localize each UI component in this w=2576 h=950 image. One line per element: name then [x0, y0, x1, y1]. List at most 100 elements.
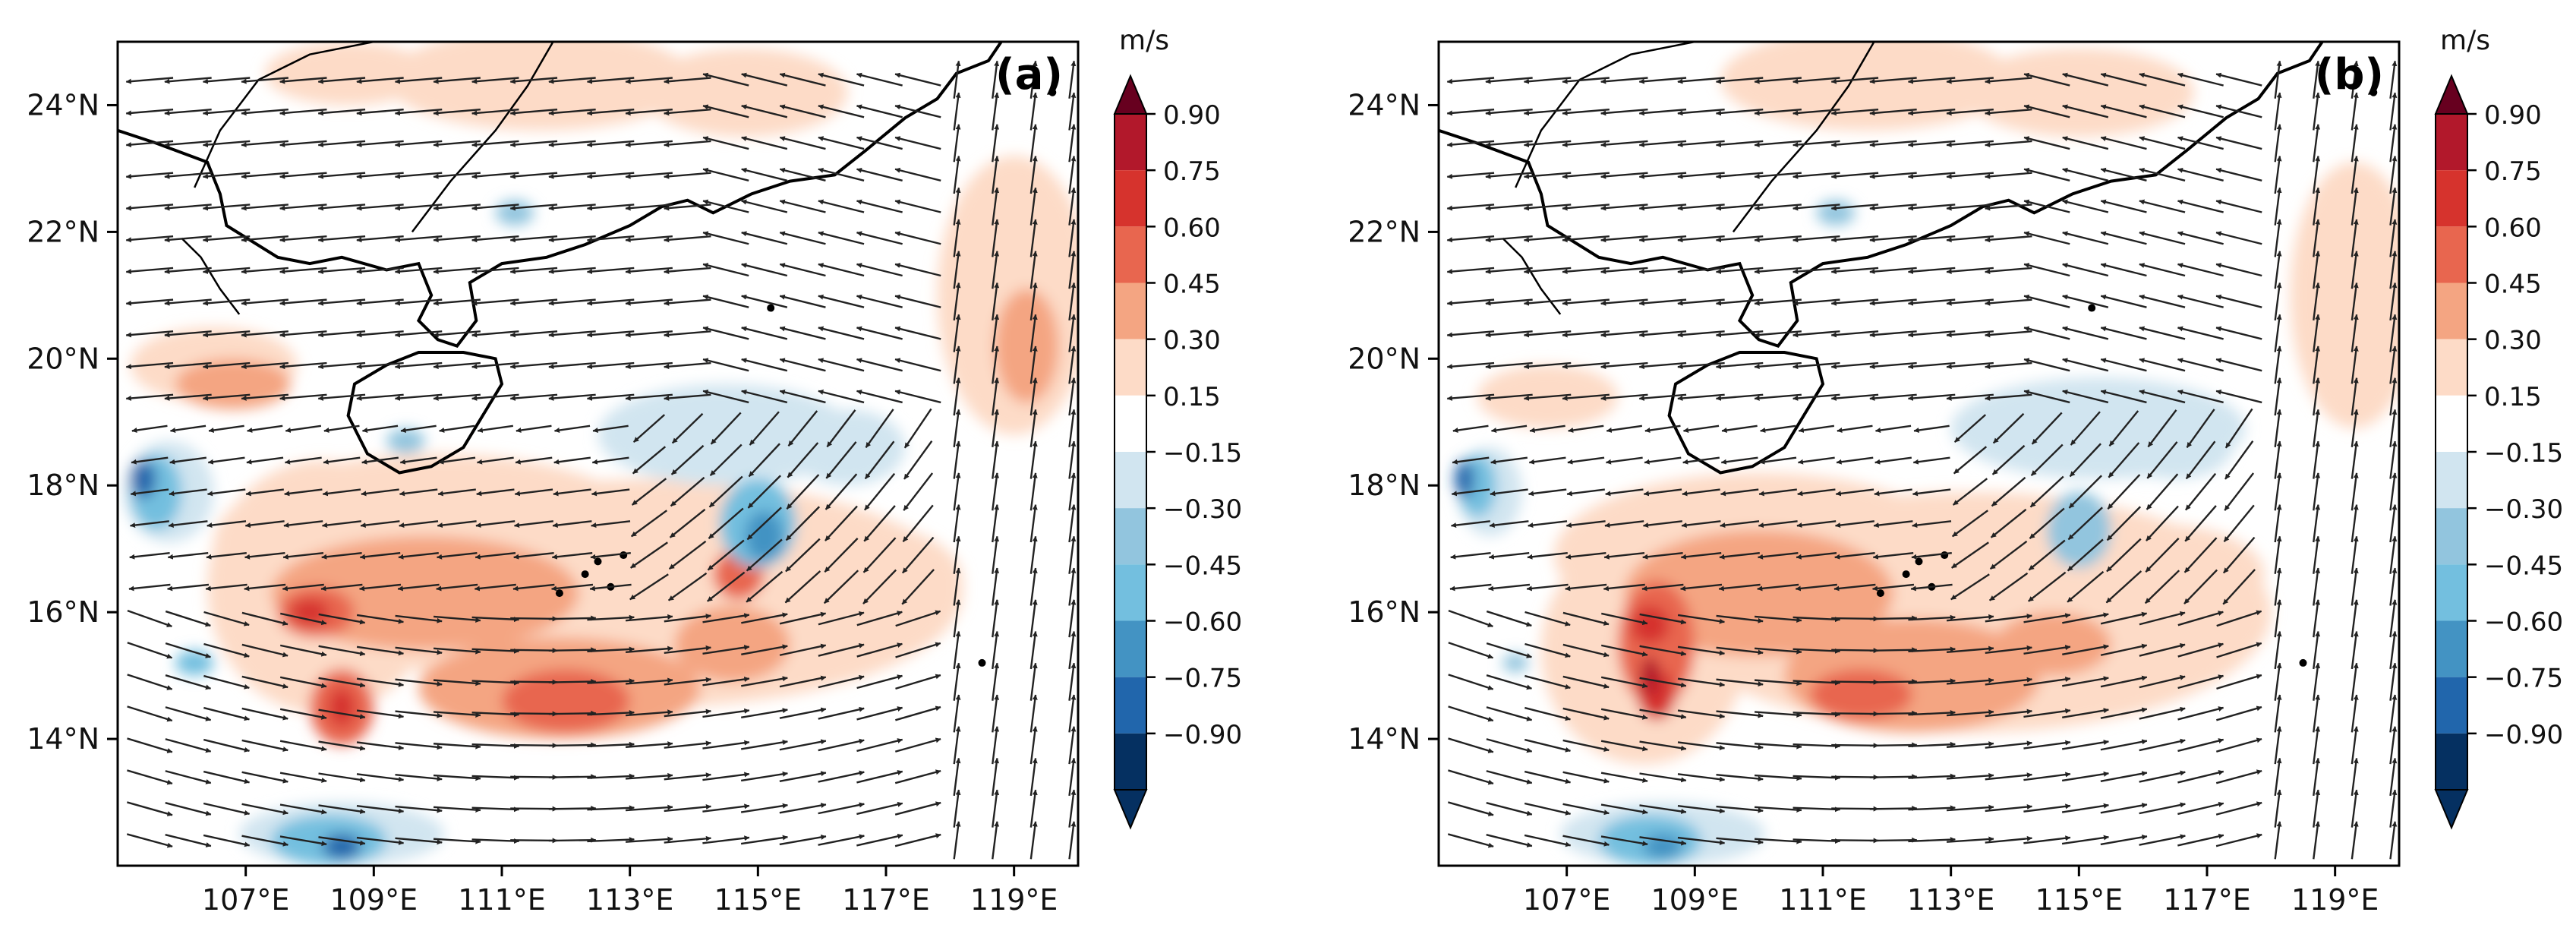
wind-arrow: [2177, 358, 2224, 372]
wind-arrow: [131, 456, 169, 465]
wind-arrow: [992, 757, 1000, 797]
wind-arrow: [1754, 140, 1802, 148]
wind-arrow: [1908, 710, 1956, 716]
wind-arrow: [625, 267, 673, 274]
wind-arrow: [2215, 72, 2262, 87]
wind-arrow: [167, 551, 209, 560]
wind-arrow: [1526, 583, 1569, 592]
anomaly-contour: [175, 358, 291, 410]
wind-arrow: [1029, 567, 1038, 606]
wind-arrow: [1836, 456, 1874, 465]
wind-arrow: [169, 456, 207, 465]
wind-arrow: [992, 124, 1000, 163]
island: [978, 658, 986, 667]
colorbar-tick-label: −0.15: [2484, 438, 2563, 469]
wind-arrow: [1639, 772, 1687, 783]
wind-arrow: [625, 772, 673, 780]
wind-arrow: [1830, 235, 1879, 243]
wind-arrow: [1029, 282, 1038, 321]
wind-arrow: [2313, 694, 2321, 733]
wind-arrow: [1485, 298, 1533, 306]
wind-arrow: [1795, 583, 1837, 592]
wind-arrow: [509, 330, 558, 338]
wind-arrow: [548, 330, 596, 338]
colorbar-tick-label: 0.45: [2484, 270, 2542, 300]
wind-arrow: [894, 199, 941, 213]
wind-arrow: [823, 570, 859, 604]
wind-arrow: [548, 774, 597, 780]
wind-arrow: [1448, 642, 1493, 659]
anomaly-contour: [264, 42, 432, 106]
anomaly-contour: [758, 523, 963, 638]
wind-arrow: [632, 446, 667, 475]
wind-arrow: [553, 425, 591, 433]
wind-arrow: [779, 199, 826, 213]
wind-arrow: [356, 77, 404, 84]
wind-arrow: [1600, 835, 1648, 847]
y-tick-label: 24°N: [1348, 88, 1420, 122]
wind-arrow: [2100, 390, 2147, 404]
wind-arrow: [2100, 263, 2147, 277]
wind-arrow: [279, 330, 327, 338]
wind-arrow: [1485, 393, 1533, 401]
wind-arrow: [282, 551, 324, 560]
wind-arrow: [1715, 330, 1764, 338]
y-tick-label: 16°N: [27, 595, 99, 629]
wind-arrow: [1869, 615, 1918, 621]
wind-arrow: [203, 611, 250, 626]
wind-arrow: [894, 390, 941, 404]
wind-arrow: [165, 642, 211, 658]
wind-arrow: [1486, 738, 1533, 753]
wind-arrow: [1527, 551, 1568, 560]
wind-arrow: [631, 478, 667, 506]
wind-arrow: [433, 647, 481, 655]
wind-arrow: [2139, 674, 2186, 689]
colorbar-segment: [1115, 452, 1146, 509]
wind-arrow: [992, 219, 1000, 257]
wind-arrow: [1451, 488, 1490, 497]
wind-arrow: [746, 507, 782, 541]
wind-arrow: [207, 520, 247, 529]
wind-arrow: [953, 789, 961, 828]
wind-arrow: [552, 520, 592, 529]
wind-arrow: [1874, 488, 1912, 497]
wind-arrow: [2313, 472, 2321, 511]
wind-arrow: [953, 60, 961, 99]
plot-frame: [1437, 40, 2401, 867]
wind-arrow: [2100, 104, 2147, 118]
wind-arrow: [1639, 613, 1687, 625]
wind-arrow: [2029, 507, 2065, 539]
wind-arrow: [1485, 235, 1533, 243]
wind-arrow: [165, 738, 212, 753]
wind-arrow: [241, 77, 288, 84]
wind-arrow: [279, 361, 327, 370]
wind-arrow: [1985, 77, 2032, 84]
wind-arrow: [664, 614, 711, 623]
wind-arrow: [438, 456, 476, 465]
x-tick-label: 117°E: [842, 883, 930, 917]
wind-arrow: [625, 330, 673, 338]
wind-arrow: [664, 361, 711, 370]
wind-arrow: [894, 737, 941, 753]
wind-arrow: [2215, 390, 2262, 404]
wind-arrow: [1908, 837, 1956, 843]
wind-arrow: [1638, 109, 1687, 116]
wind-arrow: [125, 330, 174, 338]
island: [620, 551, 628, 560]
wind-arrow: [1985, 614, 2032, 623]
wind-arrow: [702, 358, 749, 372]
wind-arrow: [785, 506, 821, 541]
wind-arrow: [356, 361, 404, 370]
wind-arrow: [203, 706, 250, 721]
wind-arrow: [2216, 610, 2262, 627]
wind-arrow: [2177, 833, 2224, 847]
anomaly-contour: [1631, 605, 1670, 644]
wind-arrow: [2062, 199, 2109, 213]
wind-arrow: [1985, 804, 2032, 813]
panel-a: 107°E 109°E 111°E 113°E 115°E 117°E 119°E 24°N 2…: [27, 25, 1242, 917]
wind-arrow: [1486, 706, 1533, 721]
wind-arrow: [2313, 92, 2321, 131]
wind-arrow: [1830, 330, 1879, 338]
wind-arrow: [1606, 425, 1643, 433]
wind-arrow: [2139, 390, 2186, 404]
